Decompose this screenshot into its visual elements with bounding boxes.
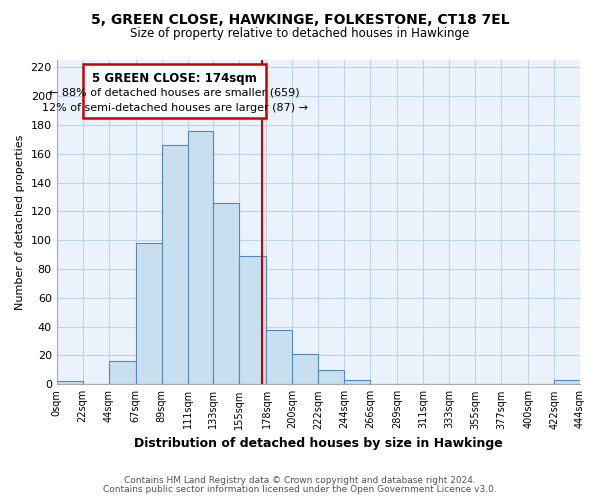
Bar (292, 354, 319, 384)
Bar (266, 330, 292, 384)
Bar (214, 202, 239, 384)
Bar (109, 361, 136, 384)
Text: 5, GREEN CLOSE, HAWKINGE, FOLKESTONE, CT18 7EL: 5, GREEN CLOSE, HAWKINGE, FOLKESTONE, CT… (91, 12, 509, 26)
Text: Contains HM Land Registry data © Crown copyright and database right 2024.: Contains HM Land Registry data © Crown c… (124, 476, 476, 485)
Bar (344, 380, 370, 384)
Bar (161, 145, 187, 384)
Text: 5 GREEN CLOSE: 174sqm: 5 GREEN CLOSE: 174sqm (92, 72, 257, 85)
Bar (239, 256, 266, 384)
Y-axis label: Number of detached properties: Number of detached properties (15, 134, 25, 310)
Bar (136, 243, 161, 384)
Bar (319, 370, 344, 384)
Bar (187, 130, 214, 384)
Bar (554, 380, 580, 384)
FancyBboxPatch shape (83, 64, 266, 118)
Text: Contains public sector information licensed under the Open Government Licence v3: Contains public sector information licen… (103, 485, 497, 494)
Bar (56, 382, 83, 384)
Text: Size of property relative to detached houses in Hawkinge: Size of property relative to detached ho… (130, 28, 470, 40)
Text: 12% of semi-detached houses are larger (87) →: 12% of semi-detached houses are larger (… (41, 103, 308, 113)
X-axis label: Distribution of detached houses by size in Hawkinge: Distribution of detached houses by size … (134, 437, 503, 450)
Text: ← 88% of detached houses are smaller (659): ← 88% of detached houses are smaller (65… (49, 88, 300, 98)
